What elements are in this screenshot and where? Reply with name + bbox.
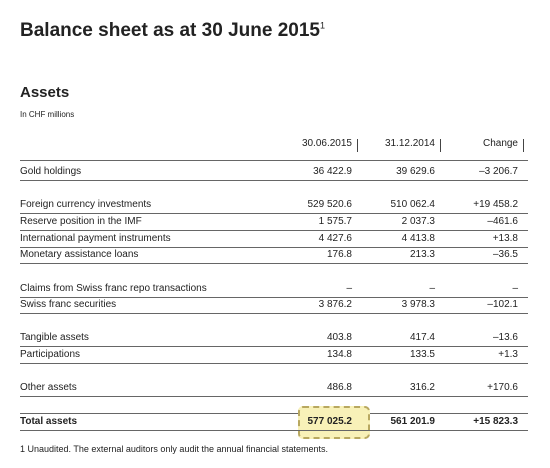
column-header: 31.12.2014 (384, 138, 435, 149)
row-label: Swiss franc securities (20, 299, 117, 311)
row-label: Reserve position in the IMF (20, 215, 142, 227)
row-rule (20, 180, 528, 181)
section-title: Assets (20, 84, 70, 101)
cell: +19 458.2 (473, 199, 518, 211)
header-divider (523, 139, 524, 152)
cell: 486.8 (326, 382, 352, 394)
cell: 4 427.6 (318, 232, 352, 244)
cell: 2 037.3 (401, 215, 435, 227)
cell: 510 062.4 (390, 199, 436, 211)
cell: +170.6 (487, 382, 518, 394)
column-header: Change (482, 138, 518, 149)
row-label: Monetary assistance loans (20, 249, 139, 261)
cell: –36.5 (492, 249, 518, 261)
header-rule (20, 160, 528, 161)
cell: –3 206.7 (479, 166, 518, 177)
cell: – (346, 282, 352, 294)
row-rule (20, 396, 528, 398)
row-rule (20, 313, 528, 315)
row-rule (20, 263, 528, 265)
cell: – (429, 282, 435, 294)
cell: +13.8 (492, 232, 518, 244)
column-header: 30.06.2015 (301, 138, 352, 149)
header-divider (357, 139, 358, 152)
row-rule (20, 213, 528, 215)
cell: 39 629.6 (396, 166, 435, 177)
cell: 529 520.6 (307, 199, 353, 211)
cell: 36 422.9 (313, 166, 352, 177)
row-rule (20, 246, 528, 248)
cell: –461.6 (487, 215, 518, 227)
cell: 561 201.9 (390, 415, 436, 427)
cell: –102.1 (487, 299, 518, 311)
row-label: Foreign currency investments (20, 199, 152, 211)
title-note: 1 (319, 20, 325, 31)
cell: 213.3 (409, 249, 435, 261)
cell: +15 823.3 (473, 415, 518, 427)
cell: 316.2 (409, 382, 435, 394)
row-label: Total assets (20, 415, 78, 427)
cell: 403.8 (326, 332, 352, 344)
highlight (298, 405, 370, 439)
cell: 133.5 (409, 349, 435, 361)
cell: 3 876.2 (318, 299, 352, 311)
row-rule (20, 363, 528, 365)
row-label: Other assets (20, 382, 77, 394)
cell: 134.8 (326, 349, 352, 361)
title-wrap: Balance sheet as at 30 June 20151 (20, 20, 325, 42)
row-label: International payment instruments (20, 232, 171, 244)
cell: 176.8 (326, 249, 352, 261)
cell: 3 978.3 (401, 299, 435, 311)
cell: 577 025.2 (307, 415, 353, 427)
cell: 1 575.7 (318, 215, 352, 227)
row-rule (20, 229, 528, 231)
cell: 4 413.8 (401, 232, 435, 244)
row-label: Participations (20, 349, 81, 361)
row-label: Gold holdings (20, 166, 82, 177)
cell: 417.4 (409, 332, 435, 344)
unit: In CHF millions (20, 110, 75, 119)
row-label: Tangible assets (20, 332, 89, 344)
row-label: Claims from Swiss franc repo transaction… (20, 282, 207, 294)
footnote: 1 Unaudited. The external auditors only … (20, 444, 329, 454)
cell: –13.6 (492, 332, 518, 344)
cell: – (512, 282, 518, 294)
title: Balance sheet as at 30 June 2015 (20, 20, 320, 41)
cell: +1.3 (498, 349, 518, 361)
header-divider (440, 139, 441, 152)
row-rule (20, 346, 528, 348)
row-rule (20, 296, 528, 298)
row-rule (20, 429, 528, 431)
total-rule (20, 412, 528, 414)
